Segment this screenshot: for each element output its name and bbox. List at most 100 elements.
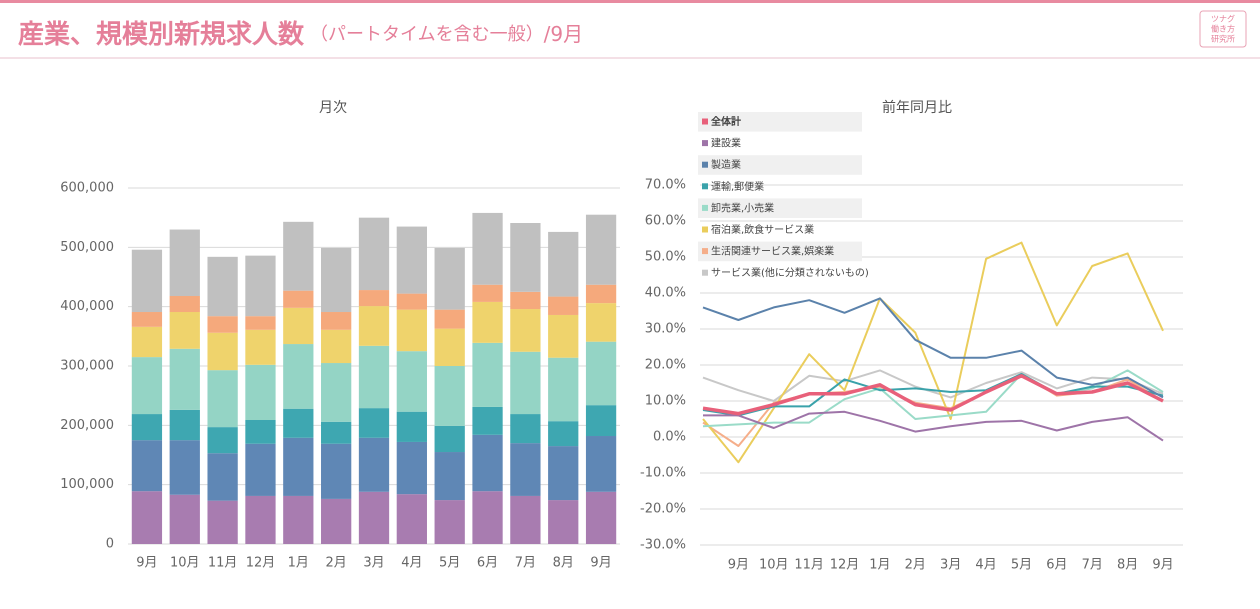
bar-segment <box>207 332 238 371</box>
x-tick-label: 8月 <box>1117 558 1138 573</box>
legend-swatch <box>702 269 708 276</box>
logo-text: 研究所 <box>1211 34 1235 44</box>
bar-segment <box>321 498 352 544</box>
legend-label: 宿泊業,飲食サービス業 <box>711 223 814 236</box>
bar-segment <box>548 296 579 315</box>
legend-row-bg <box>698 112 862 132</box>
series-line <box>702 374 1164 416</box>
logo-text: 働き方 <box>1211 24 1235 34</box>
bar-segment <box>283 290 314 308</box>
legend-swatch <box>702 140 708 147</box>
legend-label: 卸売業,小売業 <box>711 201 774 214</box>
y-tick-label: -20.0% <box>640 502 686 517</box>
bar-segment <box>510 414 541 444</box>
bar-segment <box>358 217 390 291</box>
bar-segment <box>358 306 390 346</box>
logo-text: ツナグ <box>1211 14 1235 24</box>
x-tick-label: 10月 <box>759 558 789 573</box>
bar-segment <box>283 437 314 496</box>
bar-segment <box>245 364 276 420</box>
x-tick-label: 1月 <box>288 556 309 571</box>
bar-segment <box>585 436 617 492</box>
bar-segment <box>358 491 390 544</box>
x-tick-label: 4月 <box>401 556 422 571</box>
series-line <box>702 369 1164 428</box>
bar-segment <box>321 329 352 364</box>
y-tick-label: 50.0% <box>645 250 686 265</box>
bar-segment <box>472 342 503 407</box>
x-tick-label: 1月 <box>869 558 890 573</box>
y-tick-label: 70.0% <box>645 178 686 193</box>
legend-label: 運輸,郵便業 <box>711 180 764 193</box>
y-tick-label: 30.0% <box>645 322 686 337</box>
bar-segment <box>131 249 163 313</box>
x-tick-label: 3月 <box>940 558 961 573</box>
x-tick-label: 5月 <box>439 556 460 571</box>
bar-segment <box>321 247 352 313</box>
bar-segment <box>358 408 390 438</box>
bar-segment <box>585 405 617 437</box>
y-tick-label: 200,000 <box>60 418 114 433</box>
bar-segment <box>472 434 503 492</box>
bar-segment <box>585 341 617 406</box>
bar-segment <box>131 357 163 415</box>
bar-segment <box>245 316 276 330</box>
y-tick-label: 500,000 <box>60 240 114 255</box>
bar-segment <box>434 309 465 329</box>
bar-segment <box>207 453 238 501</box>
bar-segment <box>548 446 579 501</box>
bar-segment <box>434 452 465 501</box>
x-tick-label: 11月 <box>208 556 238 571</box>
logo-frame <box>1199 10 1247 48</box>
bar-segment <box>510 223 541 292</box>
x-tick-label: 9月 <box>728 558 749 573</box>
legend-row-bg <box>698 198 862 218</box>
y-tick-label: 40.0% <box>645 286 686 301</box>
bar-segment <box>472 284 503 302</box>
bar-segment <box>131 326 163 358</box>
y-tick-label: 600,000 <box>60 181 114 196</box>
x-tick-label: 4月 <box>975 558 996 573</box>
y-tick-label: -10.0% <box>640 466 686 481</box>
x-tick-label: 9月 <box>590 556 611 571</box>
legend-swatch <box>702 204 708 211</box>
x-tick-label: 5月 <box>1011 558 1032 573</box>
bar-segment <box>396 226 427 294</box>
bar-segment <box>472 301 503 343</box>
bar-segment <box>434 425 465 453</box>
bar-segment <box>548 500 579 544</box>
legend-label: 生活関連サービス業,娯楽業 <box>711 245 834 258</box>
legend-label: サービス業(他に分類されないもの) <box>711 266 869 279</box>
y-tick-label: 100,000 <box>60 477 114 492</box>
bar-segment <box>585 303 617 342</box>
x-tick-label: 8月 <box>553 556 574 571</box>
bar-segment <box>245 443 276 496</box>
bar-segment <box>245 329 276 365</box>
bar-segment <box>207 256 238 317</box>
bar-segment <box>169 229 200 296</box>
bar-segment <box>131 491 163 544</box>
bar-segment <box>548 231 579 297</box>
title-suffix: /9月 <box>544 22 583 46</box>
bar-segment <box>321 443 352 499</box>
legend-swatch <box>702 183 708 190</box>
series-line <box>702 241 1164 464</box>
bar-segment <box>396 411 427 442</box>
bar-segment <box>510 495 541 544</box>
bar-segment <box>283 307 314 345</box>
bar-segment <box>396 351 427 412</box>
subtitle: （パートタイムを含む一般） <box>310 24 544 45</box>
bar-segment <box>207 370 238 428</box>
bar-segment <box>358 437 390 492</box>
bar-segment <box>245 419 276 444</box>
header-title: 産業、規模別新規求人数 （パートタイムを含む一般）/9月 <box>18 20 583 50</box>
bar-segment <box>169 295 200 313</box>
legend-row-bg <box>698 155 862 175</box>
bar-segment <box>169 409 200 441</box>
x-tick-label: 7月 <box>1082 558 1103 573</box>
legend-swatch <box>702 248 708 255</box>
series-line <box>702 369 1164 402</box>
bar-segment <box>321 363 352 422</box>
